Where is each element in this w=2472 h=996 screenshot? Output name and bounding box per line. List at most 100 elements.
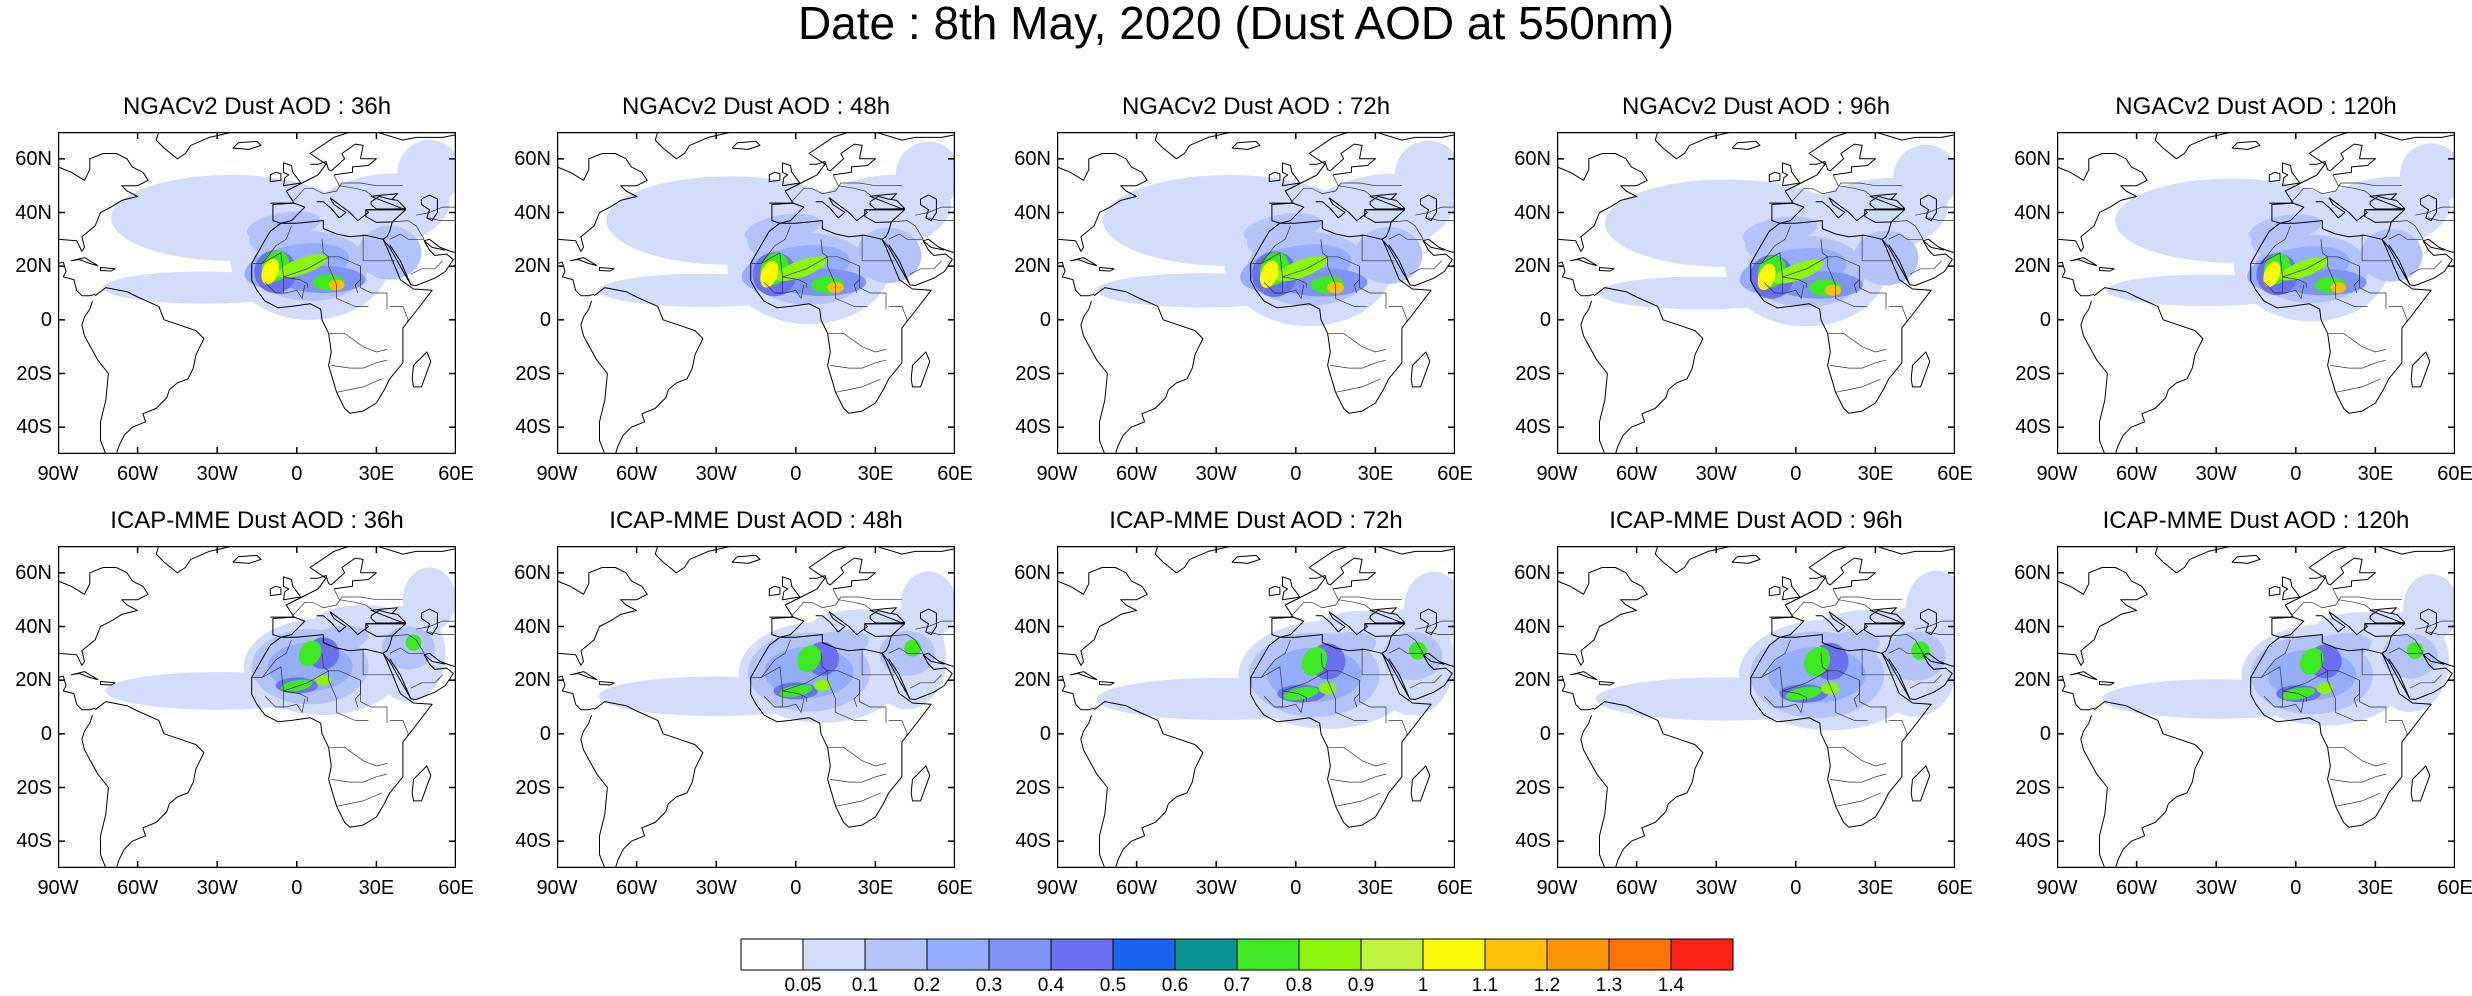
coastline xyxy=(2381,221,2392,240)
lon-tick-label: 60E xyxy=(1437,877,1473,899)
map-frame xyxy=(58,132,456,454)
country-border xyxy=(1909,260,1942,275)
coastline xyxy=(1381,221,1392,240)
lon-tick-label: 30E xyxy=(857,877,894,899)
dust-aod-contour xyxy=(2406,642,2424,660)
coastline xyxy=(1769,546,1955,618)
map-frame xyxy=(1557,546,1955,868)
coastline xyxy=(1910,351,1931,388)
country-border xyxy=(1327,332,1387,353)
coastline xyxy=(2231,140,2261,150)
coastline xyxy=(557,675,595,711)
lon-tick-label: 60W xyxy=(117,877,159,899)
dust-aod-map xyxy=(557,132,955,454)
coastline xyxy=(1768,171,1781,183)
dust-aod-contour xyxy=(1911,641,1930,660)
country-border xyxy=(832,588,876,614)
dust-aod-contour xyxy=(1893,144,1955,211)
country-border xyxy=(2388,720,2408,740)
colorbar-swatch xyxy=(1112,938,1176,971)
coastline xyxy=(1922,654,1945,665)
lat-tick-label: 40N xyxy=(514,201,551,224)
country-border xyxy=(1428,217,1455,221)
coastline xyxy=(1057,567,1148,666)
country-border xyxy=(1290,596,1402,618)
country-border xyxy=(362,234,395,262)
lon-tick-label: 60W xyxy=(1616,877,1658,899)
lon-tick-label: 30E xyxy=(358,877,395,899)
dust-aod-contour xyxy=(1394,140,1455,210)
coastline xyxy=(1381,635,1392,654)
country-border xyxy=(331,773,388,783)
country-border xyxy=(291,596,403,618)
lat-tick-label: 20S xyxy=(515,362,551,385)
coastline xyxy=(155,546,234,574)
coastline xyxy=(2231,554,2261,564)
country-border xyxy=(2282,276,2307,288)
dust-aod-map xyxy=(1557,132,1955,454)
country-border xyxy=(1335,792,1381,807)
country-border xyxy=(1282,690,1307,702)
coastline xyxy=(1422,654,1445,665)
country-border xyxy=(1250,225,1291,264)
dust-aod-contour xyxy=(2299,647,2324,675)
lon-tick-label: 60E xyxy=(1437,463,1473,485)
country-border xyxy=(1909,674,1942,689)
lon-tick-label: 0 xyxy=(790,877,802,899)
dust-aod-map xyxy=(1057,546,1455,868)
country-border xyxy=(1928,217,1955,221)
dust-aod-contour xyxy=(1259,260,1279,288)
dust-aod-contour xyxy=(277,254,328,278)
country-border xyxy=(2320,239,2328,258)
lon-tick-label: 90W xyxy=(536,877,578,899)
lon-tick-label: 30W xyxy=(695,463,737,485)
lat-tick-label: 60N xyxy=(15,147,52,170)
country-border xyxy=(835,378,881,393)
coastline xyxy=(2388,238,2455,286)
coastline xyxy=(382,635,393,654)
dust-aod-contour xyxy=(1785,686,1822,701)
country-border xyxy=(891,220,924,240)
lon-tick-label: 30E xyxy=(2357,877,2394,899)
coastline xyxy=(768,585,781,597)
coastline xyxy=(1369,195,1406,210)
country-border xyxy=(321,653,329,672)
coastline xyxy=(269,585,282,597)
coastline xyxy=(1154,546,1233,574)
coastline xyxy=(2422,654,2445,665)
dust-aod-contour xyxy=(1803,646,1831,677)
coastline xyxy=(2250,220,2432,414)
country-border xyxy=(389,233,425,240)
lat-tick-label: 60N xyxy=(1514,147,1551,170)
coastline xyxy=(269,171,282,183)
lat-tick-label: 40N xyxy=(1014,615,1051,638)
colorbar-label: 0.3 xyxy=(975,975,1003,996)
coastline xyxy=(1420,608,1437,636)
panel-title: NGACv2 Dust AOD : 120h xyxy=(2115,93,2397,120)
panel-title: NGACv2 Dust AOD : 72h xyxy=(1121,93,1391,120)
lon-tick-label: 60E xyxy=(937,463,973,485)
country-border xyxy=(328,332,388,353)
dust-aod-contour xyxy=(1821,682,1840,695)
colorbar-swatch xyxy=(1670,938,1734,971)
coastline xyxy=(569,257,598,267)
country-border xyxy=(392,634,425,654)
country-border xyxy=(1359,680,1387,724)
country-border xyxy=(1827,746,1887,767)
country-border xyxy=(1790,596,1902,618)
coastline xyxy=(1782,576,1801,601)
dust-aod-contour xyxy=(855,227,922,284)
country-border xyxy=(1330,773,1387,783)
coastline xyxy=(1922,240,1945,251)
coastline xyxy=(1869,195,1906,210)
coastline xyxy=(864,209,906,223)
country-border xyxy=(888,720,908,740)
country-border xyxy=(1335,378,1381,393)
coastline xyxy=(750,220,932,414)
coastline xyxy=(1881,238,1911,286)
country-border xyxy=(1859,680,1887,724)
country-border xyxy=(416,620,456,630)
lat-tick-label: 40S xyxy=(1515,416,1551,439)
lat-tick-label: 20S xyxy=(1015,776,1051,799)
lat-tick-label: 60N xyxy=(2014,147,2051,170)
